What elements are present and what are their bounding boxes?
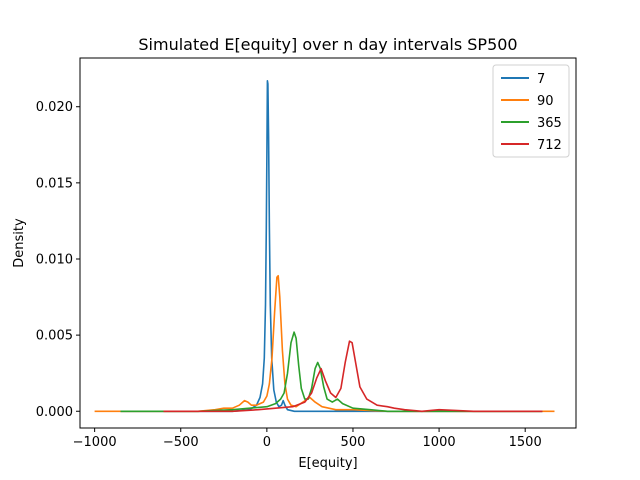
- legend-label-365: 365: [537, 116, 562, 131]
- x-tick-label: 0: [263, 435, 271, 450]
- x-axis: −1000 −500 0 500 1000 1500: [73, 428, 542, 450]
- y-tick-label: 0.000: [36, 405, 73, 420]
- x-tick-label: 500: [341, 435, 366, 450]
- series-line-712: [163, 340, 543, 413]
- y-tick-label: 0.010: [36, 252, 73, 267]
- series-line-7: [120, 80, 543, 413]
- legend-label-7: 7: [537, 72, 545, 87]
- series-line-90: [94, 274, 555, 413]
- plot-frame: [79, 57, 577, 429]
- x-tick-label: −1000: [73, 435, 117, 450]
- legend-label-90: 90: [537, 94, 554, 109]
- x-axis-label: E[equity]: [298, 456, 357, 471]
- x-tick-label: −500: [163, 435, 199, 450]
- y-axis: 0.000 0.005 0.010 0.015 0.020: [36, 100, 80, 420]
- x-tick-label: 1500: [509, 435, 542, 450]
- legend-label-712: 712: [537, 138, 562, 153]
- x-tick-label: 1000: [423, 435, 456, 450]
- y-tick-label: 0.005: [36, 329, 73, 344]
- y-axis-label: Density: [12, 218, 27, 268]
- chart-title: Simulated E[equity] over n day intervals…: [138, 35, 517, 54]
- y-tick-label: 0.015: [36, 176, 73, 191]
- series-line-365: [120, 331, 543, 413]
- y-tick-label: 0.020: [36, 100, 73, 115]
- plot-lines: [94, 80, 555, 413]
- legend-box: [492, 64, 570, 158]
- legend: 7 90 365 712: [492, 64, 570, 158]
